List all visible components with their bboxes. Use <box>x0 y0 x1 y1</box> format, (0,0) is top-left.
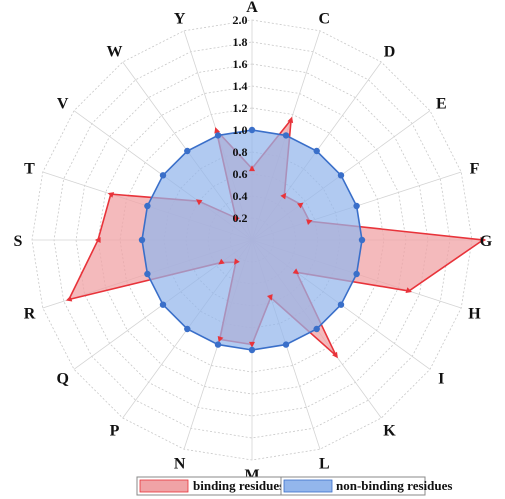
point-nonbinding-N <box>214 341 222 348</box>
point-binding-K <box>332 351 338 359</box>
category-label-T: T <box>24 161 35 178</box>
point-binding-P <box>234 258 240 265</box>
legend-label-nonbinding: non-binding residues <box>336 478 452 493</box>
radial-tick-label: 1.0 <box>233 123 248 137</box>
category-label-D: D <box>384 44 396 61</box>
point-binding-W <box>234 215 240 222</box>
point-nonbinding-M <box>248 346 256 354</box>
point-binding-M <box>249 341 255 348</box>
point-nonbinding-Y <box>214 132 222 139</box>
legend: binding residues non-binding residues <box>136 476 452 496</box>
category-label-C: C <box>319 11 331 28</box>
point-binding-D <box>280 192 287 200</box>
legend-swatch-nonbinding <box>283 479 333 493</box>
radial-tick-label: 1.6 <box>233 57 248 71</box>
point-binding-V <box>196 199 203 206</box>
point-nonbinding-R <box>144 270 151 278</box>
radial-tick-label: 0.2 <box>233 211 248 225</box>
category-label-K: K <box>383 422 396 439</box>
point-binding-L <box>267 294 273 301</box>
point-binding-C <box>287 116 294 124</box>
point-binding-S <box>94 237 101 243</box>
category-label-L: L <box>319 456 330 473</box>
radial-tick-label: 0.4 <box>233 189 248 203</box>
point-binding-I <box>292 268 300 275</box>
point-nonbinding-C <box>282 132 290 139</box>
category-label-W: W <box>107 44 123 61</box>
category-label-N: N <box>174 456 186 473</box>
category-label-R: R <box>24 305 36 322</box>
point-nonbinding-S <box>138 236 146 244</box>
point-binding-E <box>297 202 304 209</box>
point-binding-T <box>107 192 115 198</box>
category-label-Y: Y <box>174 11 186 28</box>
radial-tick-label: 0.8 <box>233 145 248 159</box>
radar-series <box>65 116 487 359</box>
radial-tick-label: 1.2 <box>233 101 248 115</box>
category-label-P: P <box>110 422 120 439</box>
category-label-G: G <box>480 233 493 250</box>
point-nonbinding-Q <box>159 301 167 308</box>
category-label-E: E <box>436 96 447 113</box>
category-label-V: V <box>57 96 69 113</box>
legend-label-binding: binding residues <box>193 478 284 493</box>
radial-tick-label: 2.0 <box>233 13 248 27</box>
legend-swatch-binding <box>139 479 189 493</box>
category-label-S: S <box>14 233 23 250</box>
point-nonbinding-H <box>353 270 360 278</box>
category-label-A: A <box>246 0 258 16</box>
point-binding-Y <box>214 127 220 134</box>
point-binding-G <box>480 237 487 243</box>
grid-ring <box>53 41 451 439</box>
grid-ring <box>75 63 429 417</box>
point-binding-N <box>217 336 224 343</box>
point-nonbinding-L <box>282 341 290 348</box>
point-nonbinding-P <box>184 325 191 333</box>
point-nonbinding-T <box>144 202 151 210</box>
point-binding-H <box>405 287 412 293</box>
category-label-I: I <box>438 371 444 388</box>
point-nonbinding-D <box>313 147 320 155</box>
point-binding-Q <box>218 258 225 265</box>
radial-tick-label: 1.8 <box>233 35 248 49</box>
point-binding-A <box>249 165 255 172</box>
point-nonbinding-K <box>313 325 320 333</box>
point-nonbinding-V <box>159 172 167 179</box>
point-nonbinding-F <box>353 202 360 210</box>
point-nonbinding-E <box>337 172 345 179</box>
radial-tick-labels: 0.2 0.4 0.6 0.8 1.0 1.2 1.4 1.6 1.8 2.0 <box>233 13 248 225</box>
series-area-nonbinding <box>141 129 363 351</box>
category-label-H: H <box>468 305 481 322</box>
point-nonbinding-G <box>358 236 366 244</box>
point-binding-F <box>306 219 313 225</box>
radial-tick-label: 0.6 <box>233 167 248 181</box>
category-label-Q: Q <box>56 371 68 388</box>
point-nonbinding-W <box>184 147 191 155</box>
point-nonbinding-A <box>248 126 256 134</box>
point-nonbinding-I <box>337 301 345 308</box>
radial-tick-label: 1.4 <box>233 79 248 93</box>
point-binding-R <box>65 295 73 302</box>
category-label-F: F <box>470 161 480 178</box>
